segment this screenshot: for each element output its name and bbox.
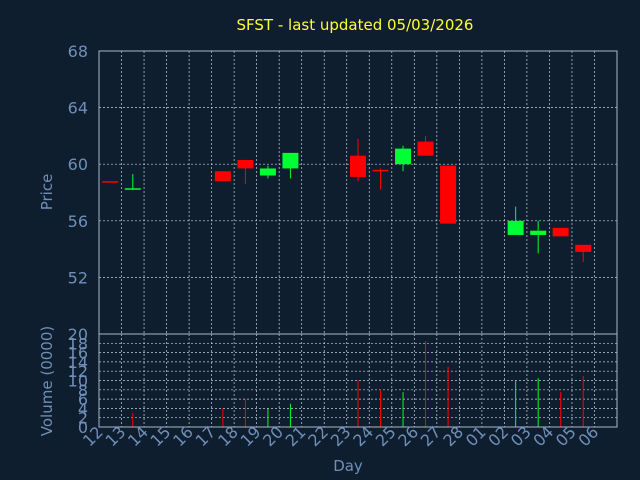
candle-body xyxy=(102,181,119,183)
volume-frame xyxy=(98,333,618,428)
volume-axis-label: Volume (0000) xyxy=(38,326,56,436)
price-tick-label: 64 xyxy=(68,99,88,118)
volume-tick-label: 14 xyxy=(68,353,88,372)
volume-tick-label: 18 xyxy=(68,334,88,353)
candle-body xyxy=(282,152,299,169)
candle-body xyxy=(214,171,231,182)
volume-tick-label: 16 xyxy=(68,344,88,363)
candle-body xyxy=(124,188,141,190)
candle-body xyxy=(237,159,254,169)
candle-body xyxy=(350,155,366,177)
candle-body xyxy=(552,227,569,237)
volume-tick-label: 12 xyxy=(68,362,88,381)
volume-tick-label: 4 xyxy=(78,399,88,418)
volume-tick-label: 10 xyxy=(68,372,88,391)
candle-body xyxy=(259,168,276,176)
volume-tick-label: 2 xyxy=(78,409,88,428)
candle-body xyxy=(440,165,457,224)
volume-tick-label: 20 xyxy=(68,325,88,344)
price-tick-label: 56 xyxy=(68,212,88,231)
volume-tick-label: 6 xyxy=(78,390,88,409)
candle-body xyxy=(372,169,389,172)
chart-title: SFST - last updated 05/03/2026 xyxy=(237,16,474,34)
volume-tick-label: 0 xyxy=(78,418,88,437)
price-tick-label: 60 xyxy=(68,155,88,174)
volume-tick-label: 8 xyxy=(78,381,88,400)
candle-body xyxy=(395,148,412,165)
candle-body xyxy=(507,220,524,235)
x-axis-label: Day xyxy=(333,457,363,475)
candle-body xyxy=(530,230,547,235)
price-tick-label: 52 xyxy=(68,268,88,287)
price-tick-label: 68 xyxy=(68,42,88,61)
price-axis-label: Price xyxy=(38,174,56,211)
candle-body xyxy=(575,244,592,252)
candle-body xyxy=(417,141,434,156)
x-axis: 1213141516171819202122232425262728010203… xyxy=(79,422,602,450)
